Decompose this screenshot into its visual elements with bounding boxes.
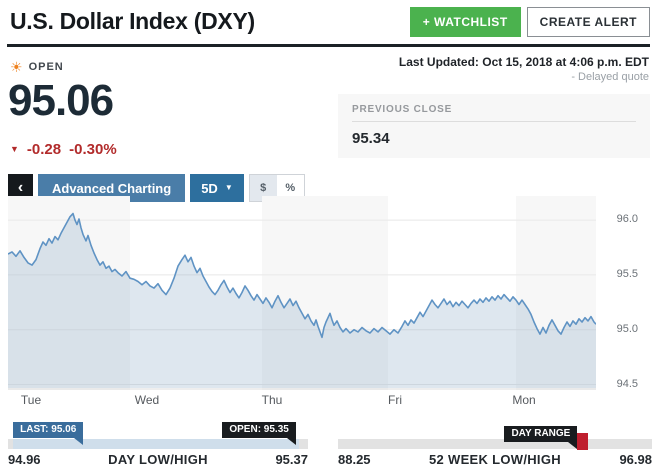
down-triangle-icon: ▼ bbox=[10, 144, 19, 154]
range-stats: LAST: 95.06 OPEN: 95.35 94.96 DAY LOW/HI… bbox=[0, 420, 657, 472]
previous-close-label: PREVIOUS CLOSE bbox=[352, 104, 636, 122]
x-tick-label: Thu bbox=[261, 393, 283, 407]
create-alert-button[interactable]: CREATE ALERT bbox=[526, 7, 650, 37]
change-percent: -0.30% bbox=[69, 141, 117, 158]
price-chart: 96.0 95.5 95.0 94.5 Tue Wed Thu Fri Mon bbox=[0, 196, 657, 410]
previous-close-value: 95.34 bbox=[352, 130, 390, 147]
last-updated: Last Updated: Oct 15, 2018 at 4:06 p.m. … bbox=[399, 55, 649, 83]
header-divider bbox=[7, 44, 650, 47]
percent-toggle-button[interactable]: % bbox=[285, 182, 296, 194]
delayed-quote-note: - Delayed quote bbox=[571, 71, 649, 83]
day-high-value: 95.37 bbox=[275, 452, 308, 467]
day-range-flag: DAY RANGE bbox=[504, 426, 578, 449]
market-status-label: OPEN bbox=[28, 61, 64, 73]
price-chart-svg[interactable] bbox=[8, 196, 596, 390]
x-axis-labels: Tue Wed Thu Fri Mon bbox=[0, 393, 657, 409]
back-chevron-icon: ‹ bbox=[17, 179, 24, 196]
day-range-section: LAST: 95.06 OPEN: 95.35 94.96 DAY LOW/HI… bbox=[8, 420, 308, 472]
day-range-fill bbox=[12, 439, 299, 449]
y-tick-label: 95.0 bbox=[616, 323, 638, 335]
week52-range-section: DAY RANGE 88.25 52 WEEK LOW/HIGH 96.98 bbox=[338, 420, 652, 472]
sun-icon: ☀ bbox=[10, 59, 23, 75]
day-range-marker bbox=[577, 433, 588, 450]
x-tick-label: Mon bbox=[512, 393, 536, 407]
y-axis-labels: 96.0 95.5 95.0 94.5 bbox=[602, 196, 640, 390]
y-tick-label: 96.0 bbox=[616, 213, 638, 225]
range-dropdown-value: 5D bbox=[201, 180, 218, 196]
last-updated-text: Last Updated: Oct 15, 2018 at 4:06 p.m. … bbox=[398, 55, 649, 69]
y-tick-label: 95.5 bbox=[616, 268, 638, 280]
x-tick-label: Fri bbox=[388, 393, 402, 407]
week52-low-value: 88.25 bbox=[338, 452, 371, 467]
page-title: U.S. Dollar Index (DXY) bbox=[10, 8, 255, 34]
change-value: -0.28 bbox=[26, 141, 62, 158]
market-status: ☀ OPEN bbox=[10, 60, 64, 74]
chevron-down-icon: ▼ bbox=[224, 183, 233, 192]
add-watchlist-button[interactable]: + WATCHLIST bbox=[409, 7, 521, 37]
x-tick-label: Tue bbox=[20, 393, 42, 407]
last-price-flag: LAST: 95.06 bbox=[13, 422, 84, 445]
range-dropdown[interactable]: 5D ▼ bbox=[190, 174, 244, 202]
week52-range-track bbox=[338, 439, 652, 449]
week52-range-label: 52 WEEK LOW/HIGH bbox=[429, 452, 561, 467]
last-price: 95.06 bbox=[8, 76, 114, 125]
day-range-label: DAY LOW/HIGH bbox=[108, 452, 208, 467]
day-low-value: 94.96 bbox=[8, 452, 41, 467]
y-tick-label: 94.5 bbox=[616, 378, 638, 390]
week52-high-value: 96.98 bbox=[619, 452, 652, 467]
day-range-track bbox=[8, 439, 308, 449]
x-tick-label: Wed bbox=[134, 393, 160, 407]
open-price-flag: OPEN: 95.35 bbox=[222, 422, 297, 445]
header-actions: + WATCHLIST CREATE ALERT bbox=[409, 7, 650, 37]
price-change: ▼ -0.28 -0.30% bbox=[10, 141, 117, 158]
previous-close-card: PREVIOUS CLOSE 95.34 bbox=[338, 94, 650, 158]
